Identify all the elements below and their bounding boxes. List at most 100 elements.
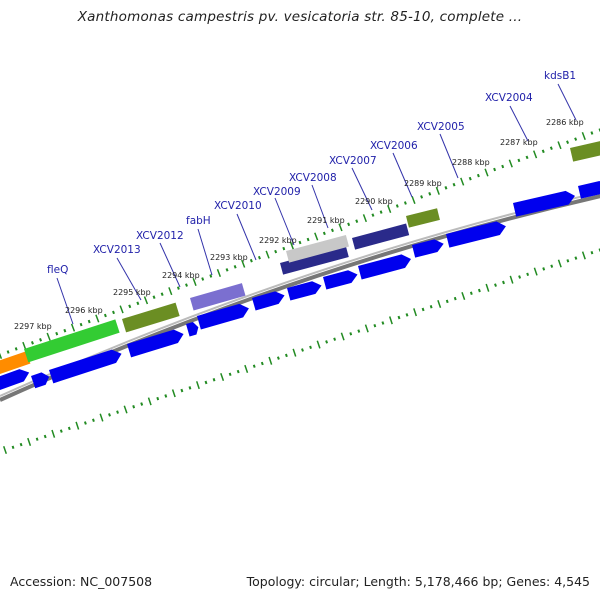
inner-tick [276,356,280,360]
outer-tick [14,347,18,351]
leader-line [197,228,213,276]
inner-tick [566,259,570,263]
inner-tick [171,389,176,398]
inner-tick [301,348,304,352]
inner-tick [284,353,288,358]
gene-label[interactable]: XCV2012 [136,230,184,242]
outer-tick [411,195,416,204]
outer-tick [395,204,399,208]
leader-line [236,213,257,261]
gene-label[interactable]: XCV2013 [93,244,141,256]
scale-label: 2295 kbp [113,288,151,297]
outer-tick [265,250,270,259]
outer-tick [282,246,286,251]
gene-label[interactable]: fleQ [47,264,68,276]
outer-tick [338,223,343,232]
outer-tick [387,205,392,214]
inner-tick [204,380,208,385]
inner-tick [485,283,490,292]
inner-tick [147,397,152,406]
feature-gray-block [286,234,349,263]
feature-olive-block-2 [406,208,440,228]
outer-tick [574,137,578,141]
outer-tick [581,132,586,141]
outer-tick [525,155,529,160]
inner-tick [220,372,225,382]
scale-label: 2291 kbp [307,216,345,225]
outer-tick [119,305,124,314]
outer-tick [225,268,229,272]
inner-tick [75,421,80,430]
scale-label: 2287 kbp [500,138,538,147]
outer-tick [6,350,10,354]
scale-label: 2296 kbp [65,306,103,315]
gene-label[interactable]: kdsB1 [544,70,576,82]
inner-tick [35,437,39,441]
outer-tick [460,177,465,186]
inner-tick [364,324,369,333]
gene-label[interactable]: XCV2008 [289,172,337,184]
inner-tick [333,337,337,341]
outer-tick [55,331,59,336]
outer-tick [192,278,197,287]
gene-label[interactable]: XCV2010 [214,200,262,212]
inner-tick [518,275,522,279]
outer-tick [322,231,326,236]
inner-tick [381,321,385,325]
inner-tick [195,381,200,390]
outer-tick [508,159,513,168]
cds-arrow [412,239,444,258]
feature-olive-block [121,302,180,333]
outer-tick [452,182,456,187]
scale-label: 2297 kbp [14,322,52,331]
scale-labels: 2297 kbp 2296 kbp 2295 kbp 2294 kbp 2293 kbp… [14,118,584,331]
leader-line [159,242,181,288]
outer-tick [152,295,156,299]
outer-tick [249,258,253,263]
gene-label[interactable]: XCV2006 [370,140,418,152]
gene-label[interactable]: XCV2005 [417,121,465,133]
inner-tick [550,264,554,268]
inner-tick [437,300,442,309]
gene-label[interactable]: XCV2007 [329,155,377,167]
inner-tick [27,437,32,446]
outer-tick [435,186,440,195]
outer-tick [362,214,368,223]
outer-tick [484,168,489,177]
outer-tick [517,158,521,163]
feature-navy-block [280,245,349,275]
outer-tick [160,292,164,296]
leader-line [509,105,529,142]
cds-arrow [252,291,285,311]
inner-tick [581,251,586,260]
gene-label[interactable]: XCV2004 [485,92,533,104]
outer-tick [241,259,246,268]
inner-tick-ring [2,248,600,455]
inner-tick [123,405,128,414]
inner-tick [357,329,361,333]
outer-tick [501,164,505,169]
cds-arrow [323,270,358,290]
inner-tick [132,405,136,409]
inner-tick [502,280,505,285]
gene-label[interactable]: XCV2009 [253,186,301,198]
inner-tick [83,421,87,425]
feature-green-fleQ [23,319,120,363]
gene-label[interactable]: fabH [186,215,211,227]
feature-orange-block [0,351,31,375]
inner-tick [309,345,312,350]
outer-tick [143,296,149,305]
cds-arrow [49,349,122,384]
leader-line [274,197,295,246]
outer-tick [103,313,107,318]
cds-arrow [186,322,199,337]
cds-arrow [197,303,249,330]
inner-tick [188,386,192,390]
leader-line [392,152,413,198]
outer-tick [379,210,383,214]
cds-arrow [578,181,600,199]
inner-tick [453,296,457,301]
inner-tick [477,288,481,293]
